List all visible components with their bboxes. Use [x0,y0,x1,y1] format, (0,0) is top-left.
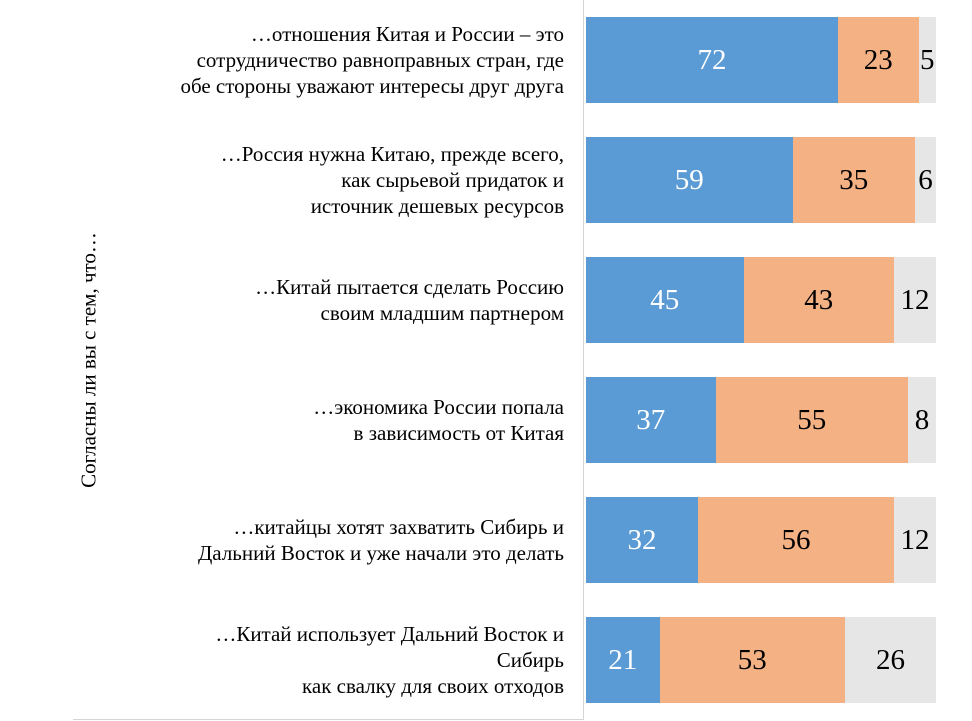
category-label: …отношения Китая и России – это сотрудни… [180,22,564,98]
bar-segment [894,497,936,583]
data-label: 72 [697,44,727,76]
data-label: 37 [636,404,666,436]
bar-segment [715,377,908,463]
category-label: …Россия нужна Китаю, прежде всего, как с… [220,142,564,218]
bar-segment [586,617,660,703]
data-label: 43 [804,284,834,316]
data-label: 35 [839,164,869,196]
category-label: …Китай пытается сделать Россию своим мла… [255,275,564,325]
data-label: 21 [608,644,638,676]
data-label: 56 [781,524,811,556]
data-label: 12 [900,524,930,556]
bar-segment [743,257,894,343]
category-label: …экономика России попала в зависимость о… [313,395,564,445]
bar-segment [894,257,936,343]
bar-segment [908,377,936,463]
data-label: 55 [797,404,827,436]
bar-segment [586,17,838,103]
data-label: 53 [737,644,767,676]
bar-segment [586,257,744,343]
data-label: 32 [627,524,657,556]
data-label: 8 [914,404,930,436]
bar-segment [918,17,936,103]
data-label: 6 [918,164,933,196]
bar-segment [586,497,698,583]
category-label: …Китай использует Дальний Восток и Сибир… [215,622,564,698]
data-label: 26 [876,644,905,676]
bar-segment [845,617,936,703]
category-label-panel [73,0,584,720]
bar-segment [659,617,845,703]
bar-segment [586,377,716,463]
category-label: …китайцы хотят захватить Сибирь и Дальни… [197,515,564,565]
bar-segment [586,137,793,223]
bar-segment [792,137,915,223]
y-axis-title: Согласны ли вы с тем, что… [76,232,101,488]
data-label: 5 [920,44,935,76]
data-label: 12 [900,284,930,316]
bar-segment [915,137,936,223]
data-label: 45 [650,284,680,316]
data-label: 23 [863,44,893,76]
data-label: 59 [674,164,704,196]
bar-segment [838,17,919,103]
bar-segment [698,497,894,583]
